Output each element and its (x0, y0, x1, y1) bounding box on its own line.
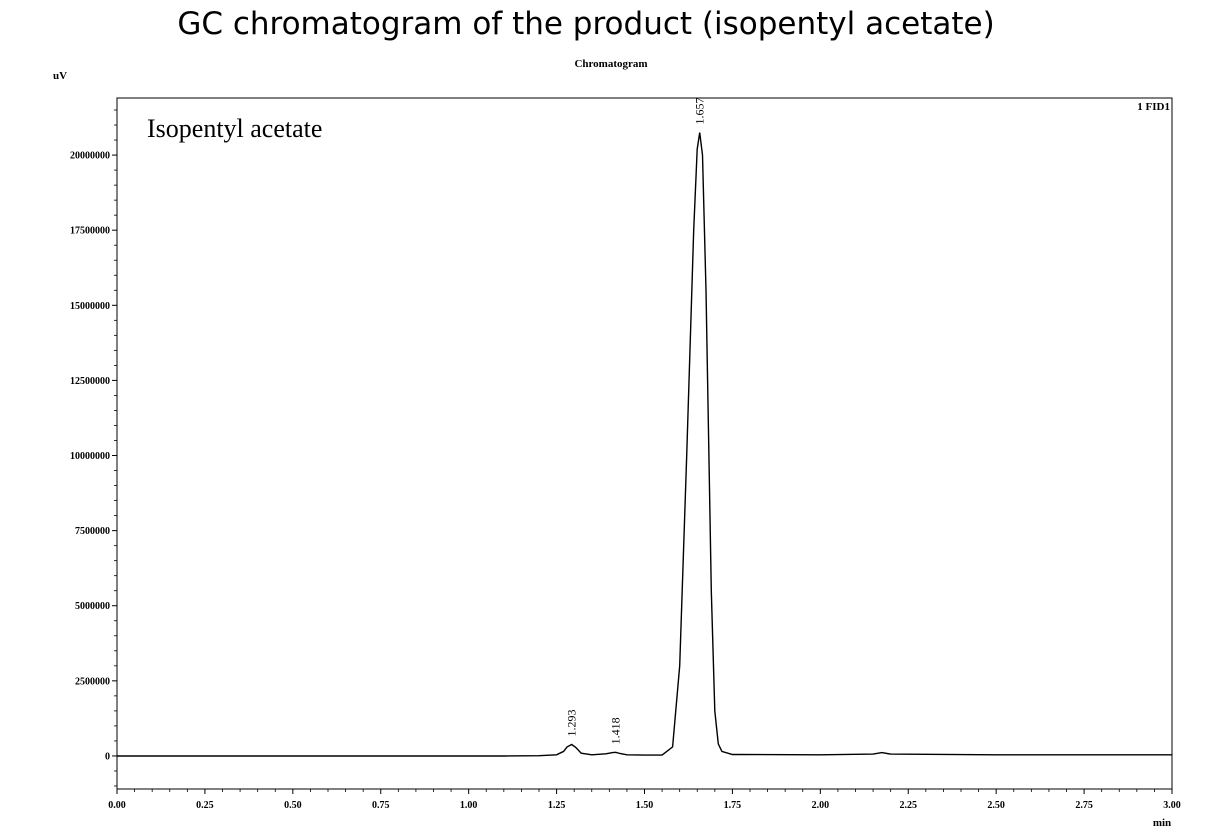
chromatogram-trace (117, 132, 1172, 757)
y-tick-label: 20000000 (70, 151, 110, 162)
y-tick-label: 12500000 (70, 376, 110, 387)
x-tick-label: 0.25 (196, 800, 214, 811)
y-axis-unit-label: uV (53, 70, 67, 82)
plot-frame (116, 97, 1173, 790)
y-tick-label: 0 (105, 751, 110, 762)
compound-annotation: Isopentyl acetate (147, 114, 322, 143)
axes-group: 0 2500000 5000000 7500000 10000000 12500000 15… (70, 109, 1181, 811)
x-tick-label: 0.50 (284, 800, 302, 811)
peak-label: 1.657 (693, 98, 707, 125)
y-tick-label: 15000000 (70, 301, 110, 312)
peak-labels-group: 1.293 1.418 1.657 (565, 98, 707, 745)
y-tick-label: 7500000 (75, 526, 110, 537)
detector-label: 1 FID1 (1137, 101, 1170, 113)
y-tick-label: 10000000 (70, 451, 110, 462)
peak-label: 1.418 (609, 717, 623, 744)
x-tick-label: 1.25 (548, 800, 566, 811)
chart-title: Chromatogram (574, 58, 647, 70)
x-tick-label: 1.50 (636, 800, 654, 811)
y-tick-label: 5000000 (75, 601, 110, 612)
x-tick-label: 0.75 (372, 800, 390, 811)
y-tick-label: 17500000 (70, 226, 110, 237)
x-axis-unit-label: min (1153, 817, 1171, 829)
x-tick-label: 0.00 (108, 800, 126, 811)
x-tick-label: 1.00 (460, 800, 478, 811)
x-tick-label: 1.75 (724, 800, 742, 811)
x-tick-label: 3.00 (1163, 800, 1181, 811)
x-tick-label: 2.50 (987, 800, 1005, 811)
page-title: GC chromatogram of the product (isopenty… (177, 6, 995, 42)
y-tick-label: 2500000 (75, 676, 110, 687)
x-tick-label: 2.75 (1075, 800, 1093, 811)
x-tick-label: 2.25 (900, 800, 918, 811)
peak-label: 1.293 (565, 710, 579, 737)
x-tick-label: 2.00 (812, 800, 830, 811)
